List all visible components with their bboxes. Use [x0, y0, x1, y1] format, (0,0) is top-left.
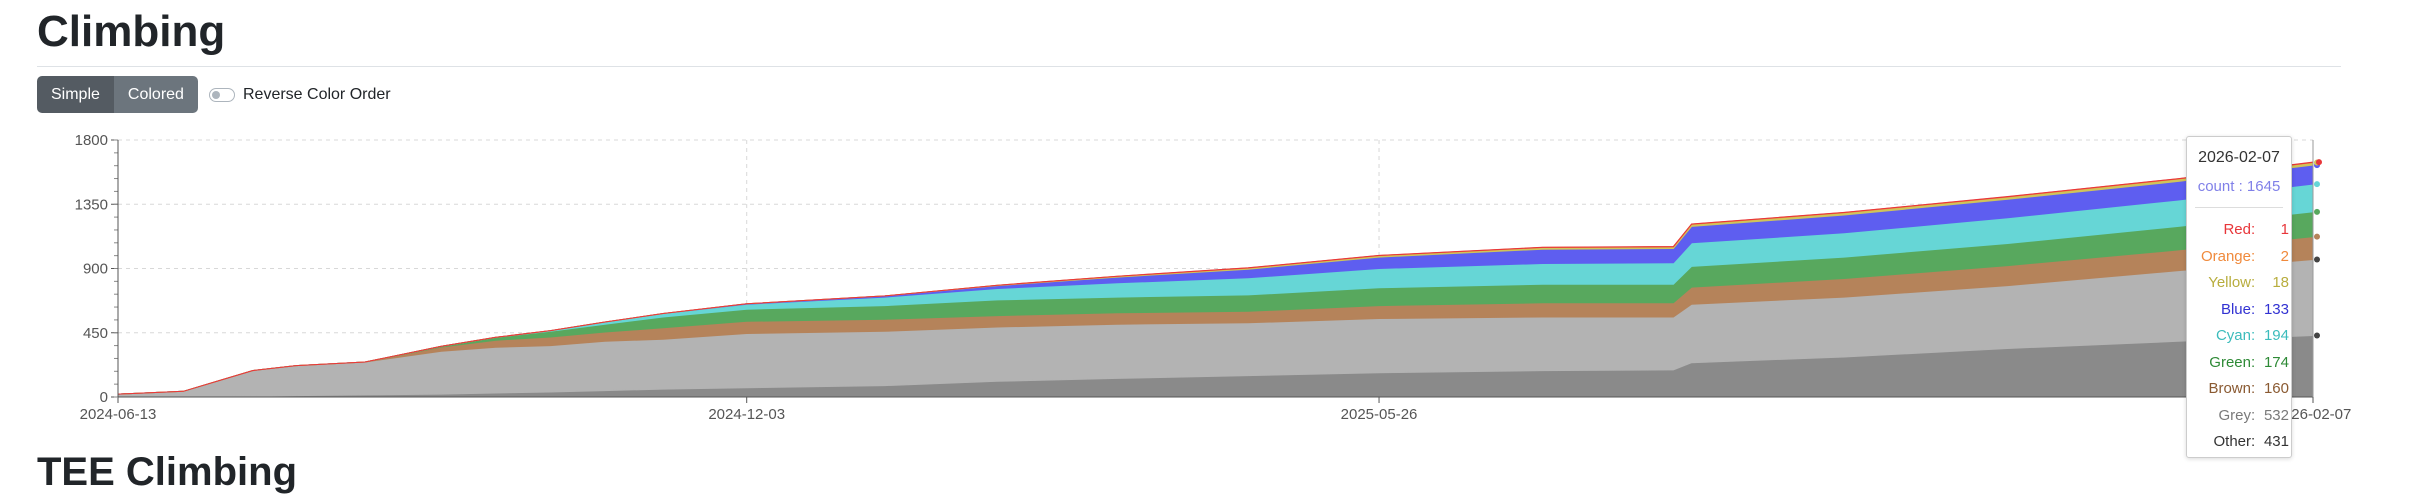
tooltip-row-colon: :: [2251, 406, 2256, 424]
tooltip-row-value: 18: [2272, 274, 2289, 291]
page-title: Climbing: [37, 7, 226, 56]
y-tick-label: 0: [100, 389, 108, 406]
tooltip-row-value: 194: [2263, 327, 2289, 344]
tooltip-count-colon: :: [2238, 178, 2247, 195]
tooltip-divider: [2195, 207, 2283, 208]
tooltip-row-colon: :: [2251, 221, 2256, 238]
hover-dot-cyan: [2314, 181, 2320, 188]
toggle-switch[interactable]: [209, 88, 235, 102]
hover-dot-green: [2314, 208, 2320, 215]
toggle-label: Reverse Color Order: [243, 86, 391, 103]
reverse-color-order-toggle[interactable]: Reverse Color Order: [209, 84, 391, 106]
tooltip-row-brown: Brown:160: [2187, 380, 2291, 400]
tooltip-row-name: Orange: [2200, 247, 2251, 265]
tooltip-row-colon: :: [2251, 300, 2256, 318]
tooltip-row-colon: :: [2251, 274, 2256, 291]
title-divider: [37, 66, 2341, 67]
mode-button-group: Simple Colored: [37, 76, 198, 113]
tooltip-row-colon: :: [2251, 353, 2256, 371]
colored-button[interactable]: Colored: [113, 76, 198, 113]
tooltip-date: 2026-02-07: [2198, 149, 2280, 166]
tooltip-count: count : 1645: [2187, 178, 2291, 195]
tooltip-count-label: count: [2197, 178, 2235, 195]
tooltip-row-name: Blue: [2220, 300, 2251, 318]
x-tick-label: 2026-02-07: [2275, 406, 2352, 423]
tooltip-row-grey: Grey:532: [2187, 407, 2291, 427]
chart-hover-dots: [2312, 140, 2322, 397]
y-tick-label: 1800: [75, 132, 108, 149]
tooltip-row-name: Green: [2209, 353, 2251, 371]
tooltip-row-name: Brown: [2208, 380, 2251, 397]
tooltip-row-value: 2: [2280, 247, 2289, 265]
tooltip-row-red: Red: 1: [2187, 221, 2291, 241]
chart-areas: [117, 161, 2314, 398]
tooltip-row-cyan: Cyan:194: [2187, 327, 2291, 347]
tooltip-row-value: 431: [2263, 433, 2289, 450]
tooltip-row-name: Other: [2213, 433, 2251, 450]
hover-dot-other: [2314, 332, 2320, 339]
tooltip-row-value: 133: [2263, 300, 2289, 318]
tooltip-row-value: 532: [2263, 406, 2289, 424]
tooltip-row-name: Red: [2223, 221, 2251, 238]
chart-axes: [111, 139, 2314, 403]
y-tick-label: 1350: [75, 196, 108, 213]
toggle-knob: [212, 91, 220, 99]
tooltip-count-value: 1645: [2246, 178, 2281, 195]
tooltip-row-colon: :: [2251, 327, 2256, 344]
tooltip-row-value: 160: [2263, 380, 2289, 397]
tooltip-row-colon: :: [2251, 433, 2256, 450]
x-tick-label: 2025-05-26: [1341, 406, 1418, 423]
x-tick-label: 2024-06-13: [80, 406, 157, 423]
tooltip-row-other: Other:431: [2187, 433, 2291, 453]
tooltip-row-colon: :: [2251, 247, 2256, 265]
tooltip-row-orange: Orange: 2: [2187, 248, 2291, 268]
x-tick-label: 2024-12-03: [708, 406, 785, 423]
tooltip-row-value: 1: [2280, 221, 2289, 238]
tooltip-row-green: Green:174: [2187, 354, 2291, 374]
tooltip-row-name: Cyan: [2215, 327, 2251, 344]
hover-dot-brown: [2314, 233, 2320, 240]
tooltip-row-blue: Blue:133: [2187, 301, 2291, 321]
y-tick-label: 900: [83, 261, 108, 278]
tooltip-row-colon: :: [2251, 380, 2256, 397]
tooltip-row-name: Yellow: [2208, 274, 2251, 291]
y-tick-label: 450: [83, 325, 108, 342]
tooltip-row-yellow: Yellow:18: [2187, 274, 2291, 294]
chart-tooltip: 2026-02-07 count : 1645 Red: 1 Orange: 2 Yel…: [2186, 136, 2292, 458]
tooltip-row-value: 174: [2263, 353, 2289, 371]
hover-dot-red: [2316, 159, 2322, 166]
hover-dot-grey: [2314, 256, 2320, 263]
simple-button[interactable]: Simple: [37, 76, 114, 113]
tooltip-row-name: Grey: [2218, 406, 2251, 424]
chart-tick-labels: 0 450 900 1350 1800 2024-06-13 2024-12-03 2025-…: [75, 132, 2352, 423]
section-title-tee-climbing: TEE Climbing: [37, 450, 297, 494]
